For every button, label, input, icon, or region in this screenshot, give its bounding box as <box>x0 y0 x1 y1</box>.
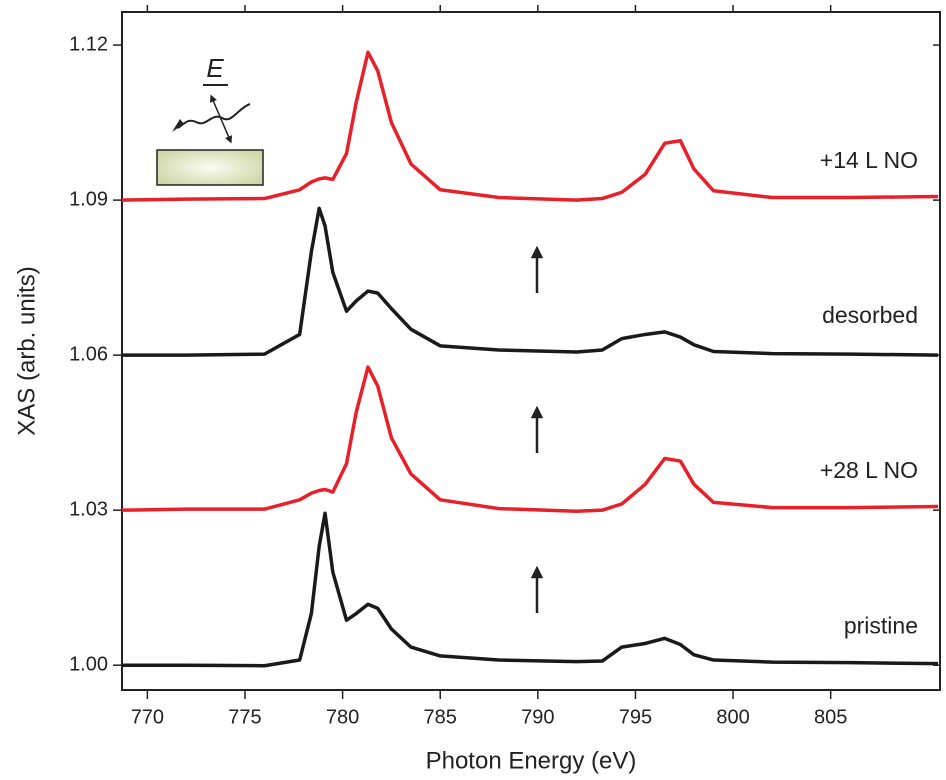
plot-frame <box>121 11 941 691</box>
x-tick-label: 780 <box>326 706 359 728</box>
polarization-arrow <box>210 94 232 144</box>
x-axis-title: Photon Energy (eV) <box>426 747 637 774</box>
series-line <box>121 50 939 202</box>
inset-geometry: E <box>156 53 264 186</box>
x-tick-label: 770 <box>131 706 164 728</box>
y-axis-title: XAS (arb. units) <box>13 266 40 435</box>
series-label: pristine <box>844 612 918 638</box>
series-line <box>121 365 939 513</box>
x-tick-label: 785 <box>424 706 457 728</box>
y-tick-label: 1.09 <box>69 188 108 210</box>
beam-wave <box>177 103 251 129</box>
plot-border <box>121 11 941 691</box>
inset-label: E <box>206 53 224 83</box>
y-tick-label: 1.06 <box>69 343 108 365</box>
y-tick-label: 1.12 <box>69 33 108 55</box>
beam-arrowhead <box>172 119 184 132</box>
series-line <box>122 206 939 357</box>
y-tick-label: 1.03 <box>69 498 108 520</box>
x-tick-label: 795 <box>619 706 652 728</box>
y-tick-label: 1.00 <box>69 653 108 675</box>
x-tick-label: 805 <box>814 706 847 728</box>
sample-slab <box>156 149 264 186</box>
x-tick-label: 775 <box>228 706 261 728</box>
series-label: +28 L NO <box>820 457 918 483</box>
x-tick-label: 800 <box>716 706 749 728</box>
series-line <box>122 511 939 668</box>
x-tick-label: 790 <box>521 706 554 728</box>
series-label: desorbed <box>822 302 918 328</box>
series-label: +14 L NO <box>820 147 918 173</box>
